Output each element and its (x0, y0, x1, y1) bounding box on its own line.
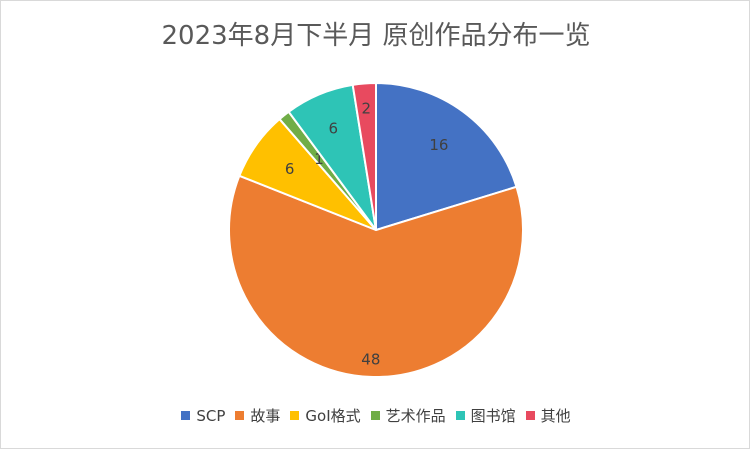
data-label-1: 48 (361, 350, 380, 368)
legend-item: 故事 (235, 405, 280, 426)
legend-item: 其他 (525, 405, 571, 426)
legend-label: SCP (196, 406, 226, 425)
legend-swatch (525, 411, 535, 420)
legend-item: GoI格式 (290, 405, 361, 426)
legend-item: 图书馆 (455, 405, 516, 426)
legend-label: 图书馆 (470, 407, 516, 425)
data-label-0: 16 (429, 136, 448, 154)
legend-swatch (290, 411, 300, 420)
legend-label: 故事 (250, 407, 281, 425)
chart-title: 2023年8月下半月 原创作品分布一览 (161, 21, 591, 51)
data-label-2: 6 (285, 160, 295, 178)
legend-swatch (370, 411, 380, 420)
legend-item: 艺术作品 (370, 405, 446, 426)
legend-label: 艺术作品 (385, 407, 446, 425)
legend-swatch (181, 411, 191, 420)
legend-label: GoI格式 (305, 407, 361, 425)
data-label-5: 2 (362, 99, 372, 117)
legend-swatch (455, 411, 465, 420)
legend-swatch (235, 411, 245, 420)
pie-slice-5 (351, 81, 377, 231)
pie-slice-0 (375, 81, 518, 232)
chart-legend: SCP 故事 GoI格式 艺术作品 图书馆 其他 (1, 405, 750, 426)
data-label-4: 6 (329, 119, 339, 137)
legend-item: SCP (181, 407, 225, 425)
legend-label: 其他 (540, 407, 571, 425)
pie-slice-1 (228, 174, 524, 378)
data-label-3: 1 (314, 150, 324, 168)
